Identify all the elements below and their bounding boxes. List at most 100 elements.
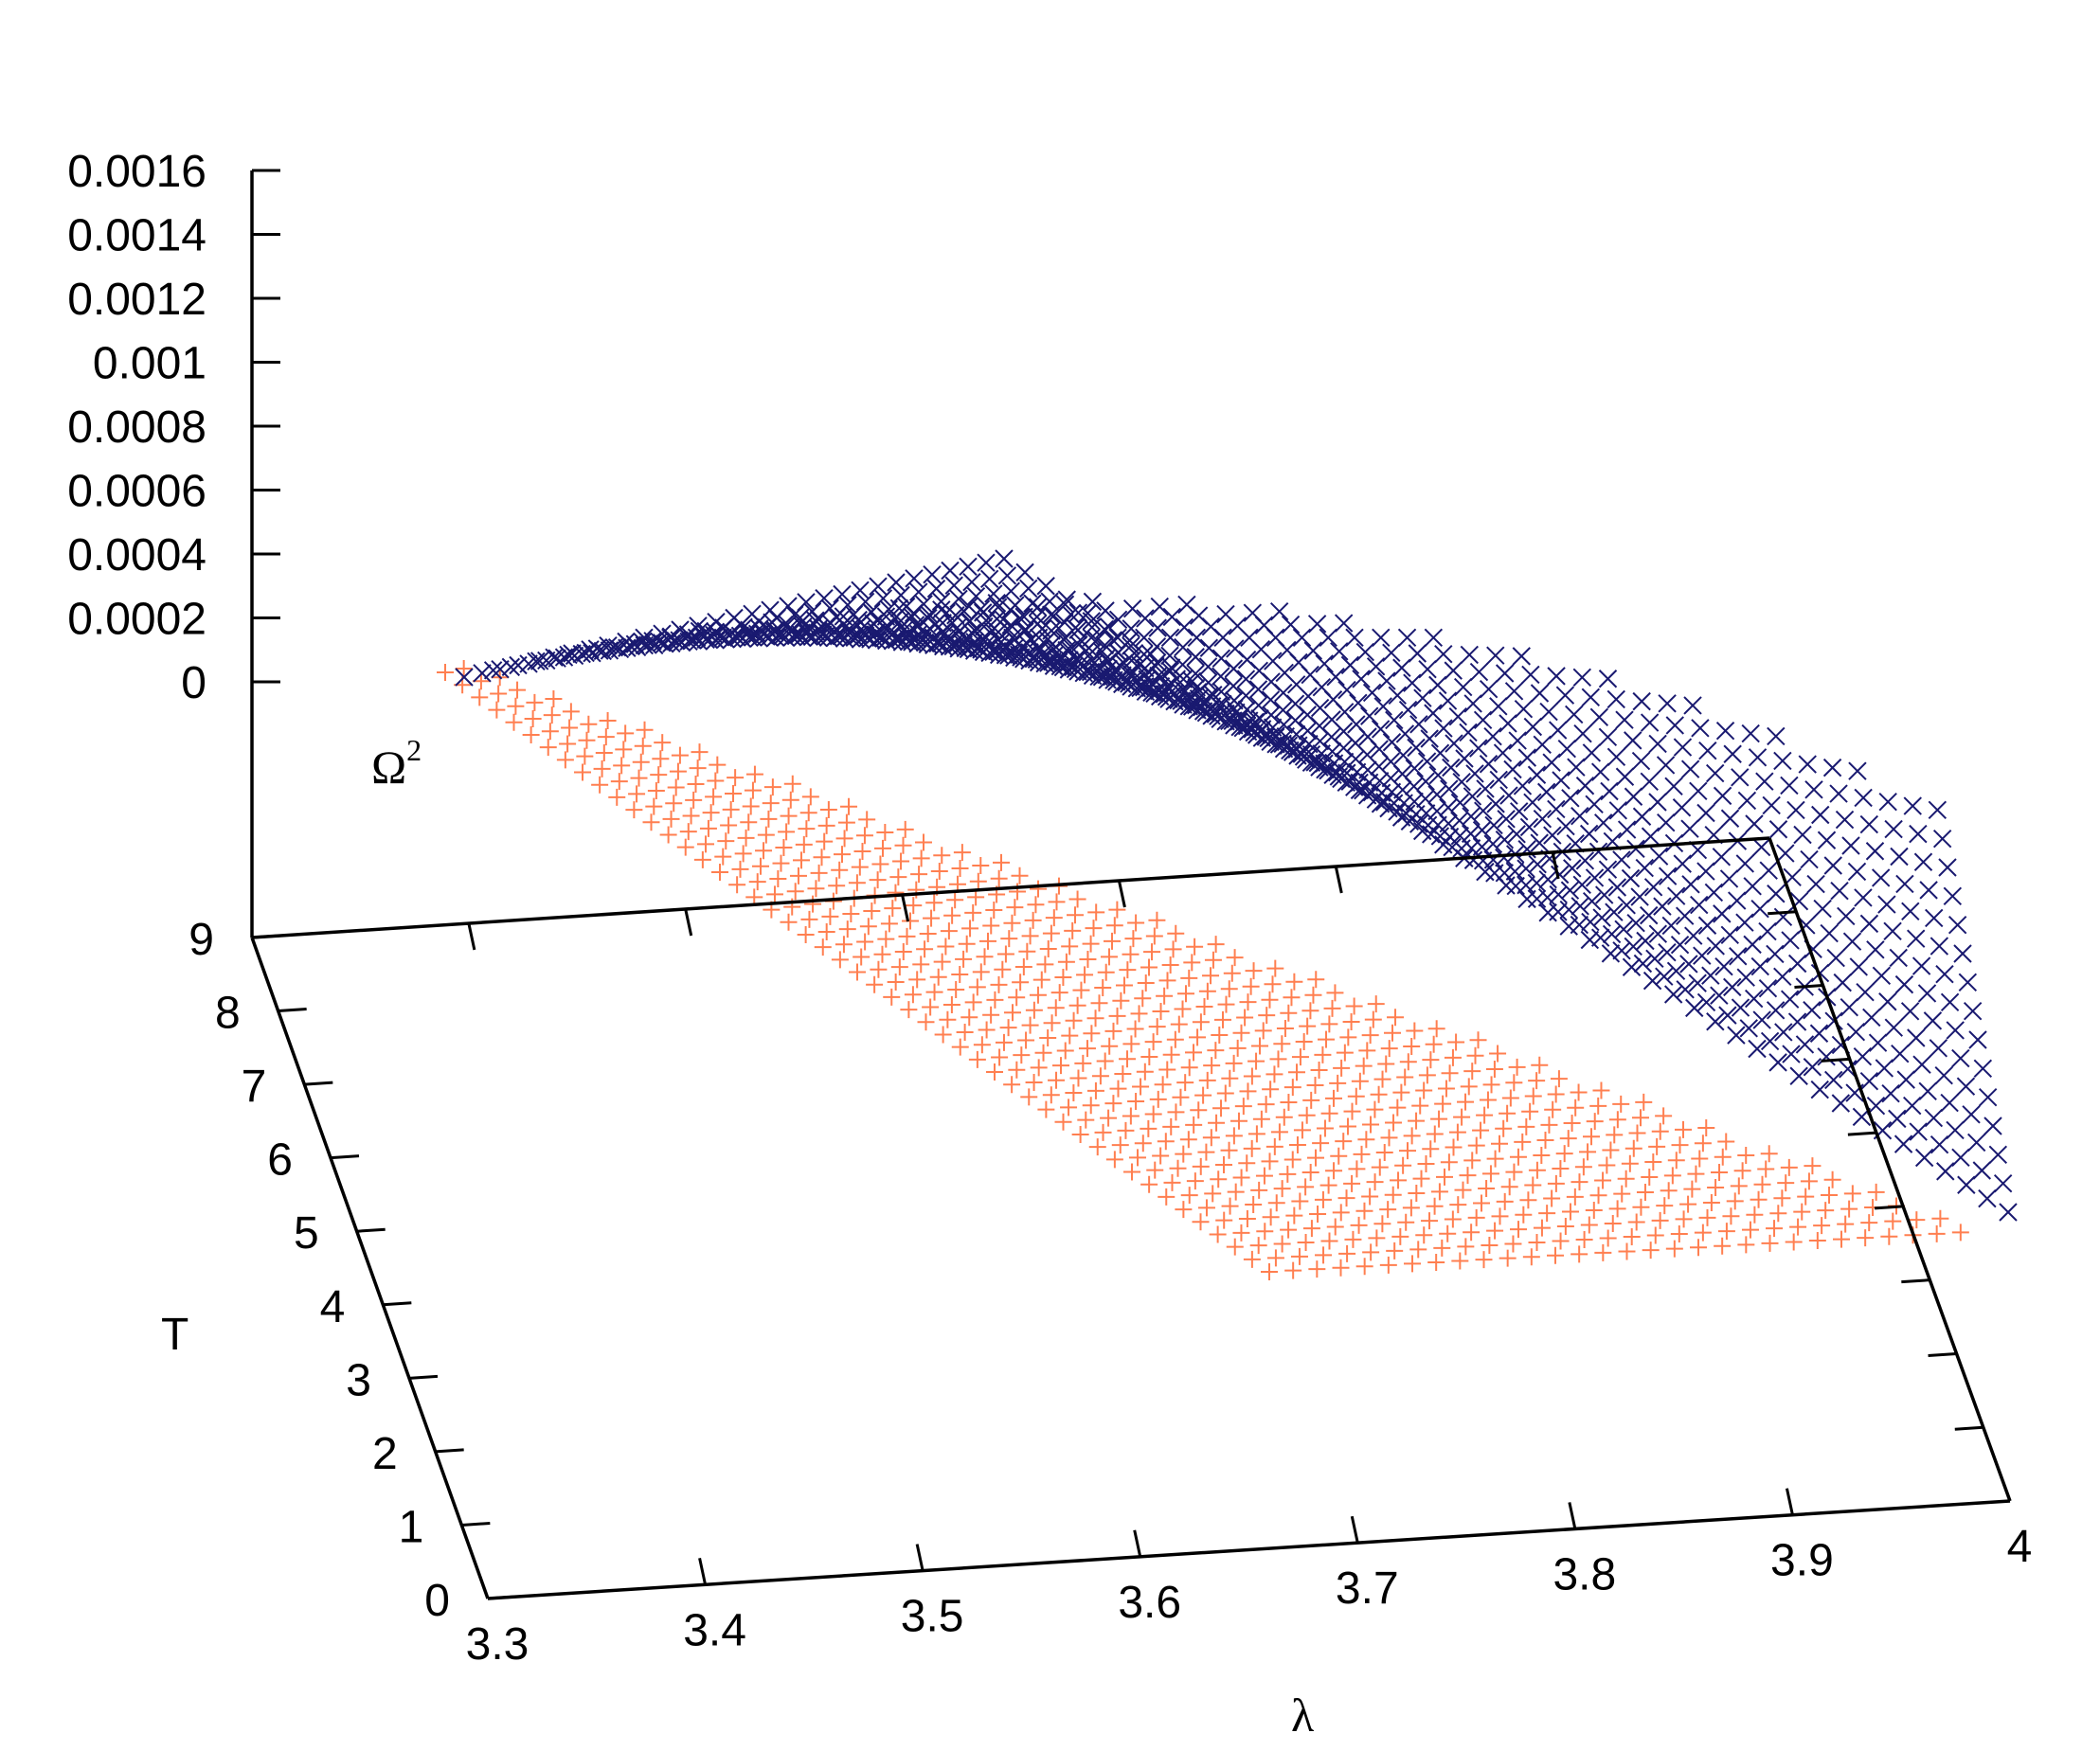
cross-marker (1780, 990, 1800, 1009)
plus-marker (1347, 1087, 1365, 1105)
cross-marker (1417, 752, 1437, 771)
plus-marker (1163, 1173, 1181, 1191)
plus-marker (1330, 1147, 1348, 1165)
plus-marker (1112, 992, 1130, 1010)
plus-marker (1454, 1181, 1472, 1199)
cross-marker (1416, 772, 1435, 791)
cross-marker (1602, 924, 1622, 944)
plus-marker (1515, 1206, 1533, 1224)
cross-marker (1136, 609, 1155, 628)
plus-marker (922, 998, 940, 1016)
plus-marker (1149, 1090, 1167, 1108)
cross-marker (1104, 661, 1124, 680)
cross-marker (1658, 943, 1677, 962)
plus-marker (969, 872, 987, 890)
plus-marker (1221, 1069, 1239, 1087)
cross-marker (483, 661, 503, 680)
cross-marker (1188, 683, 1208, 702)
cross-marker (1612, 850, 1631, 869)
cross-marker (1829, 784, 1848, 803)
plus-marker (1370, 1085, 1388, 1103)
plus-marker (1266, 1249, 1284, 1267)
cross-marker (1409, 715, 1428, 734)
cross-marker (1307, 615, 1327, 634)
plus-marker (1108, 1007, 1126, 1025)
cross-marker (1626, 913, 1645, 933)
plus-marker (1800, 1172, 1818, 1190)
cross-marker (1729, 947, 1748, 966)
plus-marker (1766, 1220, 1784, 1238)
plus-marker (1387, 1009, 1405, 1027)
cross-marker (1452, 773, 1471, 792)
cross-marker (1758, 978, 1778, 998)
plus-marker (1439, 1224, 1457, 1242)
cross-marker (1575, 777, 1595, 795)
cross-marker (1512, 647, 1531, 666)
plus-marker (817, 923, 835, 941)
plus-marker (1336, 1044, 1354, 1062)
cross-marker (599, 635, 618, 655)
x-axis-title: λ (1291, 1688, 1314, 1742)
plus-marker (625, 801, 643, 819)
plus-marker (632, 753, 650, 771)
cross-marker (653, 624, 672, 643)
cross-marker (1710, 986, 1729, 1005)
y-tick-label: 8 (215, 989, 241, 1039)
plus-marker (1931, 1209, 1949, 1227)
plus-marker (1813, 1217, 1831, 1235)
y-tick-label: 4 (320, 1282, 346, 1332)
plus-marker (1467, 1208, 1485, 1226)
cross-marker (1483, 834, 1502, 853)
cross-marker (1533, 809, 1553, 829)
plus-marker (1449, 1196, 1467, 1214)
plus-marker (1192, 1213, 1210, 1231)
cross-marker (1767, 884, 1786, 903)
plus-marker (1466, 1046, 1484, 1064)
plus-marker (1197, 1143, 1215, 1161)
cross-marker (1581, 912, 1600, 932)
plus-marker (1361, 1188, 1379, 1206)
cross-marker (1565, 705, 1584, 724)
plus-marker (1302, 1091, 1320, 1109)
cross-marker (1839, 1060, 1858, 1079)
plus-marker (1152, 1147, 1170, 1165)
plus-marker (455, 660, 473, 677)
plus-marker (1355, 1057, 1373, 1075)
y-tick-label: 7 (242, 1062, 267, 1112)
x-tick-mark (1350, 1515, 1359, 1544)
plus-marker (831, 861, 849, 879)
cross-marker (1371, 795, 1391, 813)
cross-marker (1741, 724, 1760, 743)
cross-marker (1194, 691, 1213, 711)
plus-marker (1517, 1117, 1535, 1135)
plus-marker (1198, 982, 1216, 1000)
y-tick-label: 0 (424, 1576, 450, 1626)
plus-marker (1444, 1210, 1462, 1228)
cross-marker (671, 620, 690, 639)
plus-marker (697, 835, 715, 853)
plus-marker (1140, 1175, 1158, 1193)
back-tick-mark (1821, 1057, 1850, 1063)
plus-marker (1533, 1219, 1551, 1237)
cross-marker (1890, 847, 1909, 867)
plus-marker (1273, 1035, 1291, 1053)
z-tick-label: 0.001 (93, 339, 206, 389)
plus-marker (1589, 1187, 1607, 1205)
plus-marker (1285, 1206, 1303, 1224)
cross-marker (1121, 663, 1140, 682)
cross-marker (1350, 780, 1370, 800)
cross-marker (1420, 729, 1439, 748)
plus-marker (996, 945, 1014, 963)
plus-marker (900, 1001, 918, 1019)
cross-marker (1499, 786, 1518, 805)
plus-marker (915, 833, 932, 851)
plus-marker (1627, 1213, 1645, 1231)
plus-marker (1641, 1169, 1659, 1187)
cross-marker (1357, 786, 1377, 805)
plus-marker (883, 988, 901, 1006)
cross-marker (838, 596, 857, 615)
cross-marker (1418, 659, 1437, 679)
cross-marker (1550, 865, 1570, 884)
plus-marker (835, 936, 853, 954)
plus-marker (524, 709, 542, 727)
